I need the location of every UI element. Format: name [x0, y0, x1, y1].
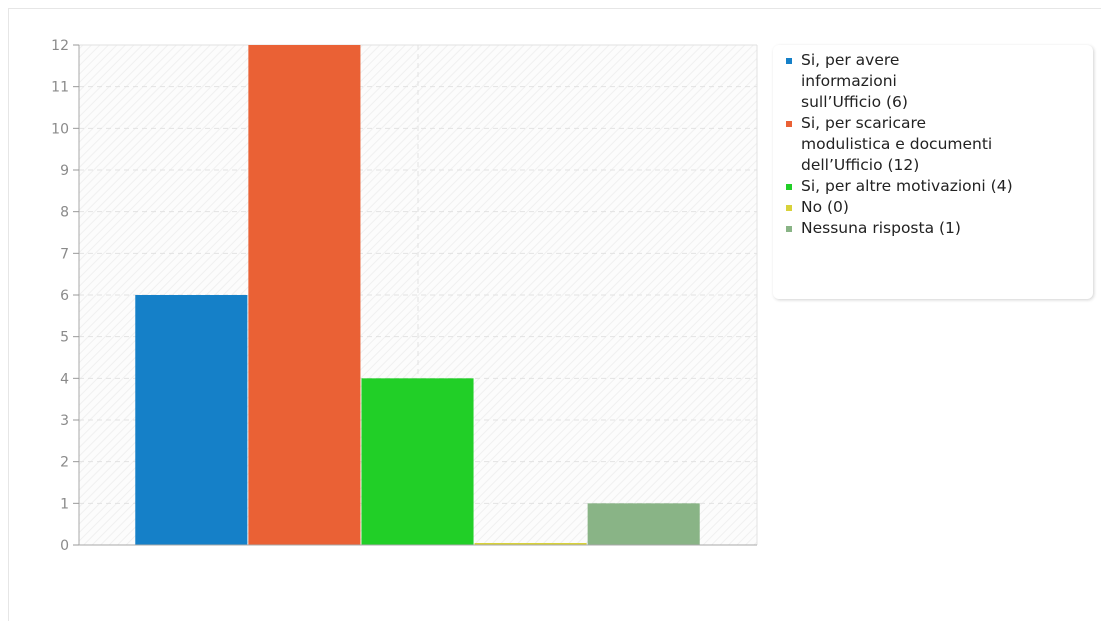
y-tick-label: 5 [60, 330, 69, 346]
legend-swatch [786, 205, 792, 211]
y-tick-label: 8 [60, 205, 69, 221]
legend-label: Si, per scaricare modulistica e document… [801, 114, 993, 174]
legend-swatch [786, 226, 792, 232]
legend-label: Si, per avere informazioni sull’Ufficio … [801, 51, 908, 111]
y-tick-label: 3 [60, 413, 69, 429]
legend-item[interactable]: Nessuna risposta (1) [786, 218, 1085, 239]
legend-swatch [786, 121, 792, 127]
y-tick-label: 7 [60, 246, 69, 262]
bars [135, 45, 700, 545]
bar-3[interactable] [361, 378, 474, 545]
bar-1[interactable] [135, 295, 248, 545]
bar-4[interactable] [474, 543, 587, 545]
bar-2[interactable] [248, 45, 361, 545]
y-tick-label: 4 [60, 371, 69, 387]
legend-item[interactable]: Si, per altre motivazioni (4) [786, 176, 1085, 197]
y-tick-label: 9 [60, 163, 69, 179]
legend-swatch [786, 58, 792, 64]
legend-item[interactable]: Si, per scaricare modulistica e document… [786, 113, 1085, 176]
legend-label: Si, per altre motivazioni (4) [801, 177, 1013, 195]
y-tick-label: 1 [60, 496, 69, 512]
y-tick-label: 6 [60, 288, 69, 304]
chart-legend: Si, per avere informazioni sull’Ufficio … [773, 45, 1093, 299]
legend-label: Nessuna risposta (1) [801, 219, 961, 237]
legend-item[interactable]: Si, per avere informazioni sull’Ufficio … [786, 50, 1085, 113]
legend-swatch [786, 184, 792, 190]
legend-label: No (0) [801, 198, 849, 216]
legend-item[interactable]: No (0) [786, 197, 1085, 218]
y-tick-label: 0 [60, 538, 69, 554]
y-tick-label: 11 [51, 80, 69, 96]
y-tick-label: 10 [51, 121, 69, 137]
bar-5[interactable] [587, 503, 700, 545]
y-tick-label: 2 [60, 455, 69, 471]
y-tick-label: 12 [51, 38, 69, 54]
